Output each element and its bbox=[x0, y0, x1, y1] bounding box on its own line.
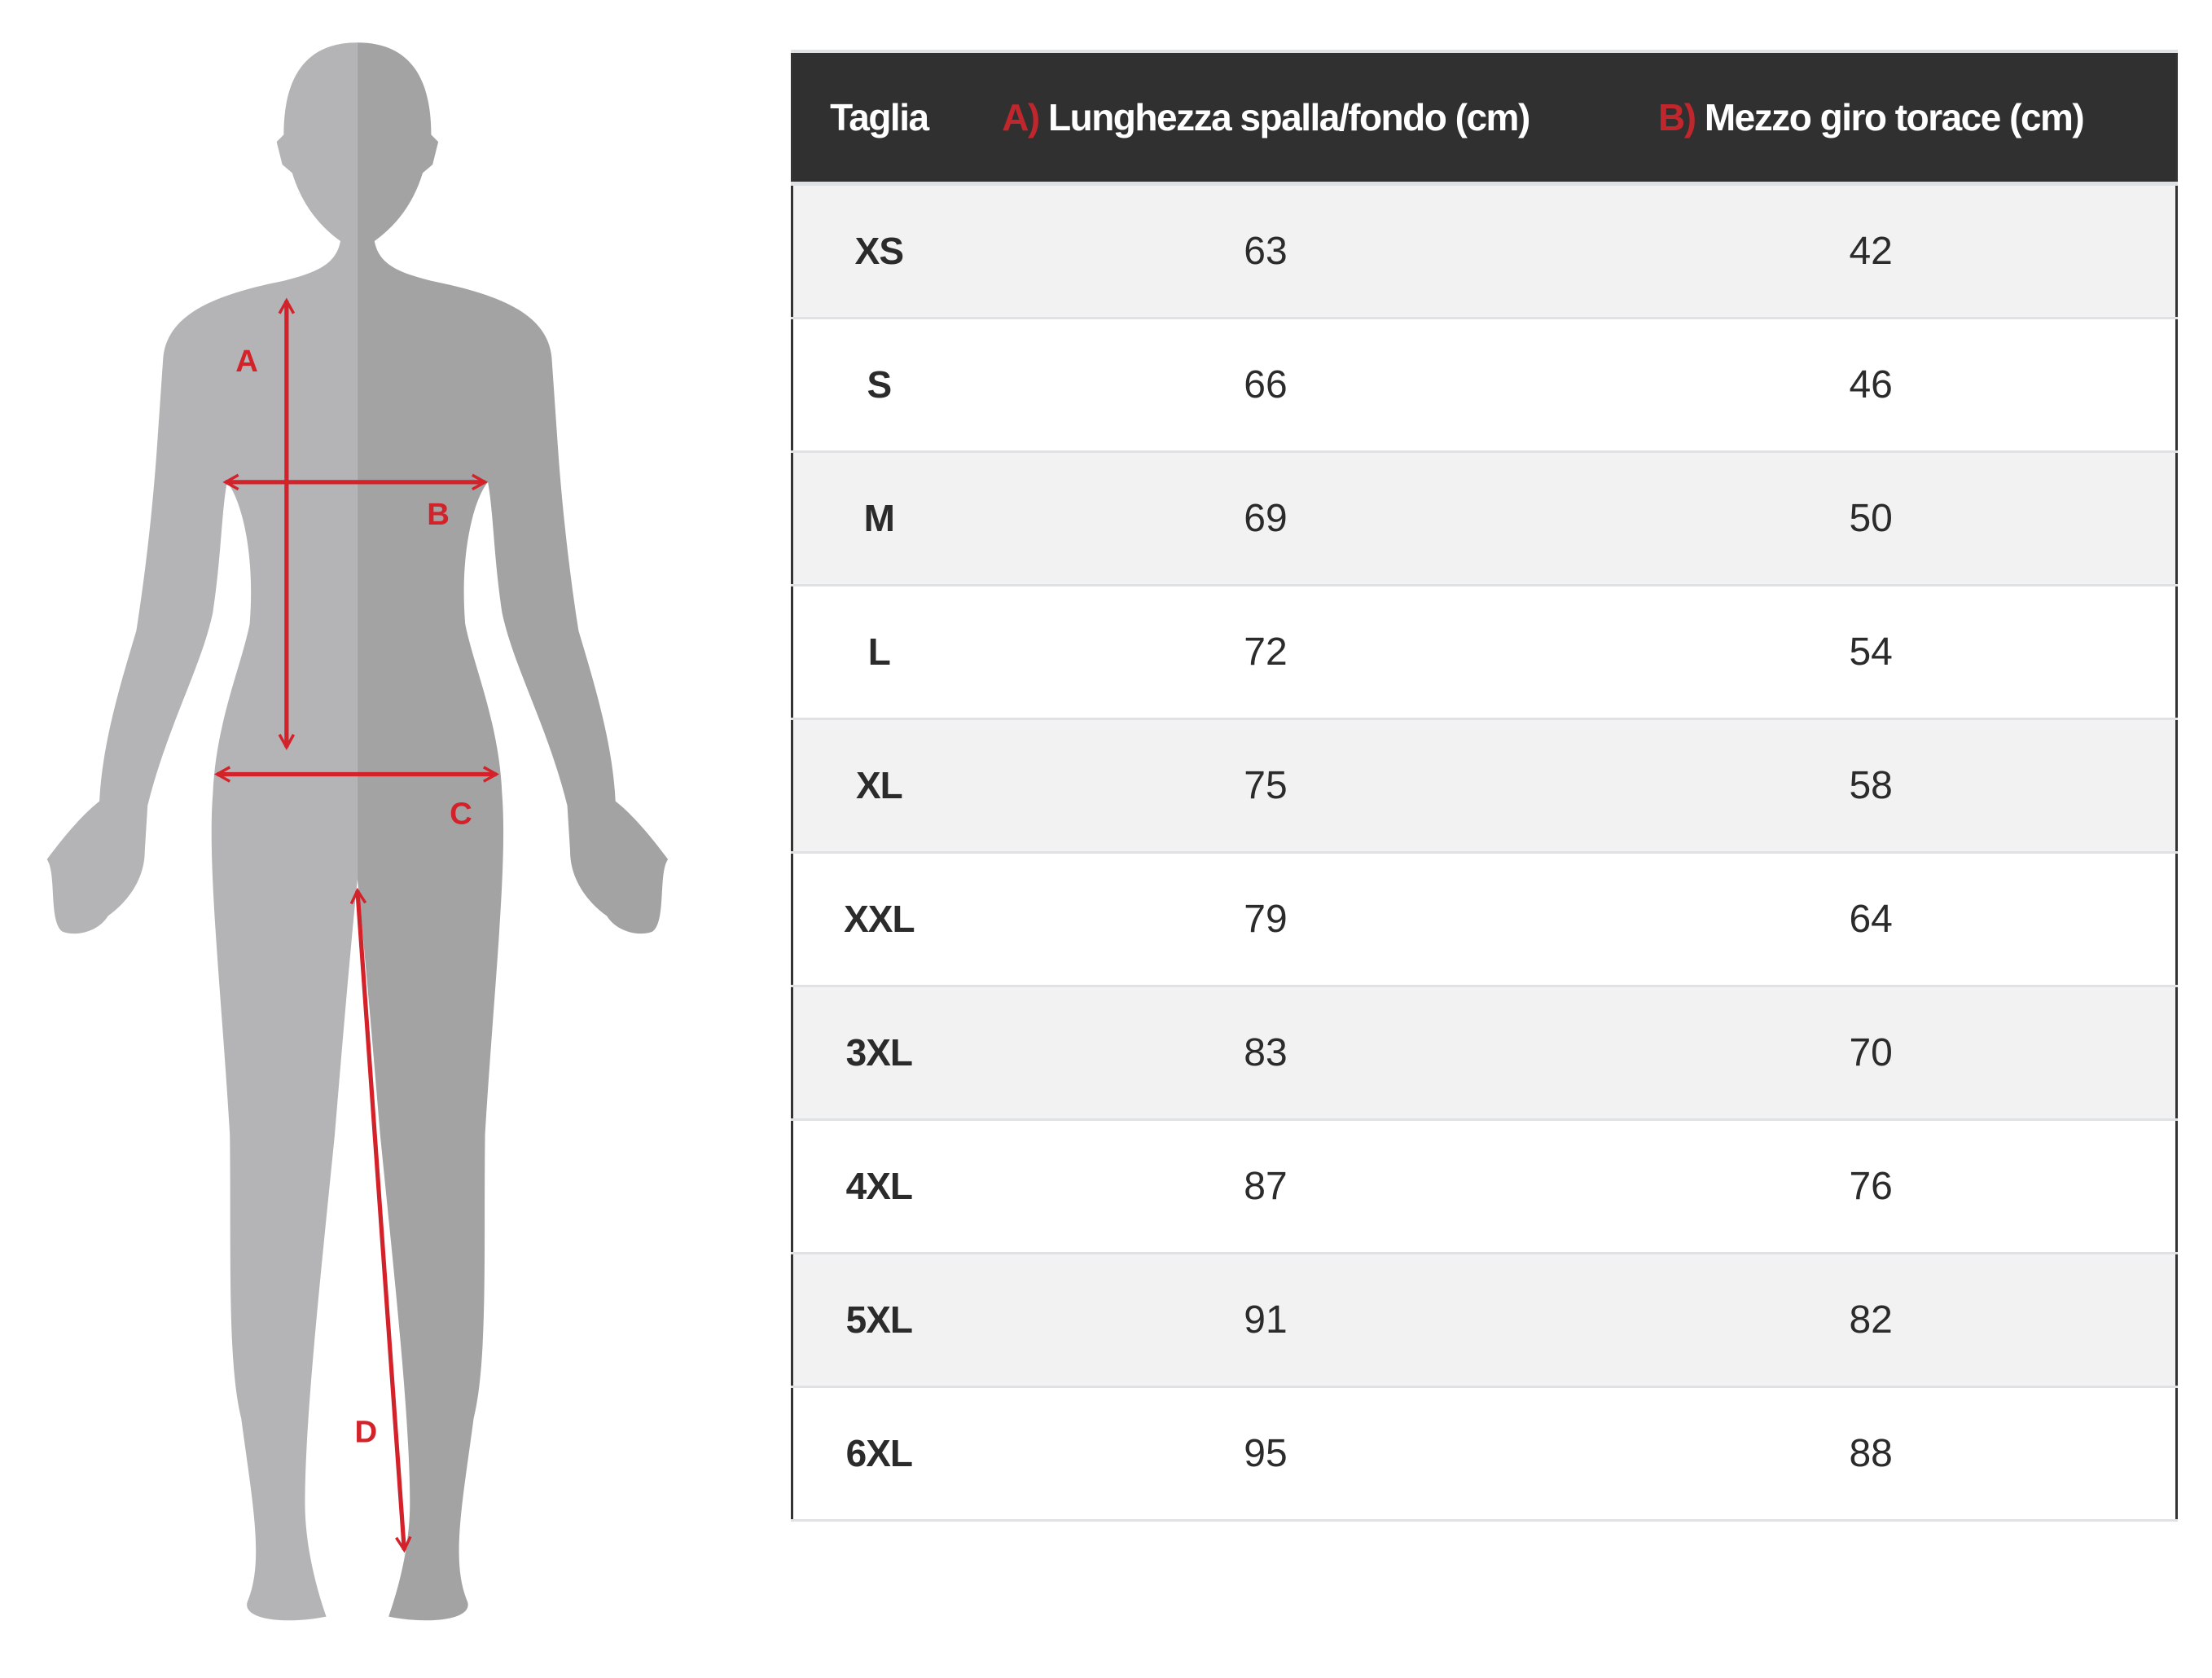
body-right-half bbox=[357, 42, 669, 1621]
chest-cell: 82 bbox=[1566, 1253, 2177, 1388]
label-a: A bbox=[235, 344, 258, 379]
table-row: 5XL 91 82 bbox=[792, 1253, 2177, 1388]
chest-cell: 64 bbox=[1566, 852, 2177, 987]
size-cell: XL bbox=[792, 718, 965, 854]
header-length-label: Lunghezza spalla/fondo (cm) bbox=[1038, 95, 1530, 138]
size-cell: 3XL bbox=[792, 986, 965, 1121]
length-cell: 83 bbox=[964, 986, 1567, 1121]
chest-cell: 54 bbox=[1566, 585, 2177, 720]
length-cell: 75 bbox=[964, 718, 1567, 854]
size-chart-table: Taglia A) Lunghezza spalla/fondo (cm) B)… bbox=[791, 50, 2178, 1522]
table-row: XL 75 58 bbox=[792, 718, 2177, 854]
length-cell: 72 bbox=[964, 585, 1567, 720]
table-header-row: Taglia A) Lunghezza spalla/fondo (cm) B)… bbox=[792, 51, 2177, 183]
arrow-d bbox=[358, 890, 404, 1550]
size-cell: XXL bbox=[792, 852, 965, 987]
size-cell: S bbox=[792, 318, 965, 453]
table-row: XXL 79 64 bbox=[792, 852, 2177, 987]
chest-cell: 58 bbox=[1566, 718, 2177, 854]
length-cell: 87 bbox=[964, 1119, 1567, 1254]
header-length-prefix: A) bbox=[1002, 95, 1040, 138]
size-cell: L bbox=[792, 585, 965, 720]
chest-cell: 50 bbox=[1566, 451, 2177, 586]
table-row: L 72 54 bbox=[792, 585, 2177, 720]
size-cell: 6XL bbox=[792, 1386, 965, 1522]
header-chest-label: Mezzo giro torace (cm) bbox=[1695, 95, 2085, 138]
chest-cell: 42 bbox=[1566, 183, 2177, 319]
table-row: M 69 50 bbox=[792, 451, 2177, 586]
length-cell: 79 bbox=[964, 852, 1567, 987]
size-cell: XS bbox=[792, 183, 965, 319]
size-cell: M bbox=[792, 451, 965, 586]
length-cell: 95 bbox=[964, 1386, 1567, 1522]
length-cell: 91 bbox=[964, 1253, 1567, 1388]
header-size-label: Taglia bbox=[830, 95, 929, 138]
size-cell: 5XL bbox=[792, 1253, 965, 1388]
label-d: D bbox=[355, 1414, 378, 1449]
size-cell: 4XL bbox=[792, 1119, 965, 1254]
header-chest-prefix: B) bbox=[1658, 95, 1696, 138]
header-chest: B) Mezzo giro torace (cm) bbox=[1566, 51, 2176, 183]
chest-cell: 76 bbox=[1566, 1119, 2177, 1254]
label-b: B bbox=[427, 497, 450, 532]
label-c: C bbox=[450, 796, 472, 831]
chest-cell: 70 bbox=[1566, 986, 2177, 1121]
header-size: Taglia bbox=[792, 51, 965, 183]
body-measurement-figure: A B C D bbox=[46, 42, 669, 1621]
length-cell: 63 bbox=[964, 183, 1567, 319]
length-cell: 69 bbox=[964, 451, 1567, 586]
table-row: 6XL 95 88 bbox=[792, 1386, 2177, 1522]
chest-cell: 46 bbox=[1566, 318, 2177, 453]
length-cell: 66 bbox=[964, 318, 1567, 453]
table-row: 4XL 87 76 bbox=[792, 1119, 2177, 1254]
chest-cell: 88 bbox=[1566, 1386, 2177, 1522]
table-row: 3XL 83 70 bbox=[792, 986, 2177, 1121]
table-row: S 66 46 bbox=[792, 318, 2177, 453]
table-row: XS 63 42 bbox=[792, 183, 2177, 319]
body-left-half bbox=[46, 42, 358, 1621]
header-length: A) Lunghezza spalla/fondo (cm) bbox=[965, 51, 1567, 183]
